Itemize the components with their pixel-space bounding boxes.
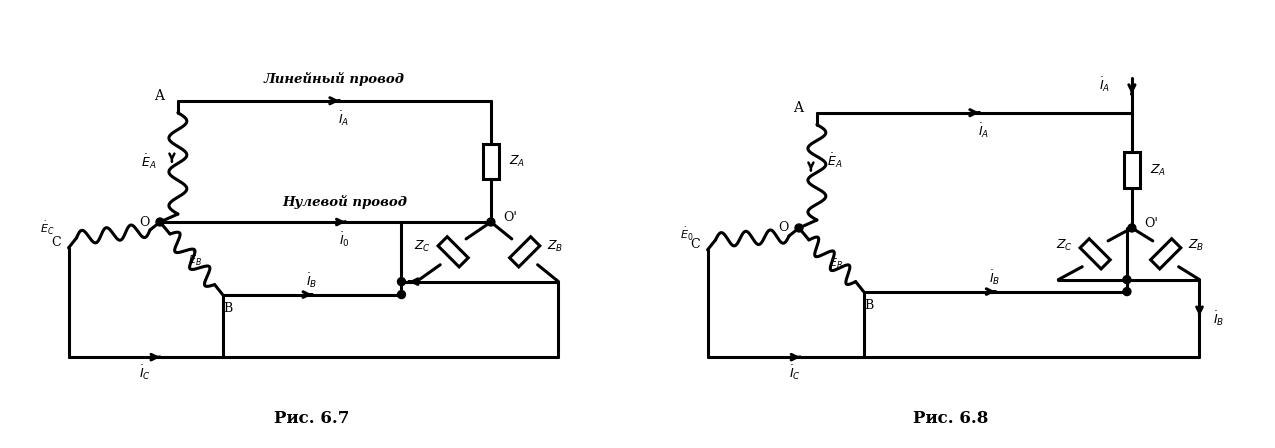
Text: $\dot{I}_B$: $\dot{I}_B$: [989, 268, 1001, 287]
Text: A: A: [793, 101, 803, 115]
Circle shape: [796, 224, 803, 232]
Text: $\dot{E}_C$: $\dot{E}_C$: [40, 220, 55, 237]
Text: $Z_B$: $Z_B$: [547, 239, 562, 254]
Text: Рис. 6.7: Рис. 6.7: [274, 410, 349, 427]
Text: O': O': [502, 211, 516, 224]
Text: Нулевой провод: Нулевой провод: [282, 195, 407, 209]
Text: B: B: [223, 302, 232, 315]
Text: Рис. 6.8: Рис. 6.8: [913, 410, 988, 427]
Bar: [1080, 239, 1111, 269]
Text: $Z_C$: $Z_C$: [414, 239, 431, 254]
Text: $\dot{I}_C$: $\dot{I}_C$: [139, 364, 150, 383]
Circle shape: [1123, 288, 1131, 296]
Bar: [510, 237, 539, 267]
Text: $\dot{I}_A$: $\dot{I}_A$: [1099, 76, 1111, 94]
Text: $Z_B$: $Z_B$: [1187, 238, 1204, 254]
Text: $\dot{I}_B$: $\dot{I}_B$: [306, 271, 317, 290]
Text: C: C: [51, 237, 61, 250]
Text: $Z_A$: $Z_A$: [1150, 163, 1167, 178]
Text: O: O: [779, 221, 789, 234]
Text: $\dot{I}_A$: $\dot{I}_A$: [338, 109, 349, 128]
Circle shape: [398, 278, 405, 286]
Text: $\dot{E}_0$: $\dot{E}_0$: [680, 226, 694, 243]
Text: $\dot{I}_0$: $\dot{I}_0$: [339, 231, 351, 249]
Text: $\dot{I}_C$: $\dot{I}_C$: [789, 364, 801, 383]
Circle shape: [1128, 224, 1136, 232]
Text: $\dot{E}_A$: $\dot{E}_A$: [826, 151, 843, 170]
Circle shape: [156, 218, 164, 226]
Text: $Z_C$: $Z_C$: [1057, 238, 1074, 254]
Bar: [1125, 152, 1140, 188]
Text: $\dot{E}_B$: $\dot{E}_B$: [829, 254, 843, 271]
Bar: [1150, 239, 1181, 269]
Circle shape: [398, 291, 405, 298]
Text: $\dot{I}_A$: $\dot{I}_A$: [978, 121, 989, 140]
Text: O: O: [140, 215, 150, 228]
Text: $\dot{I}_B$: $\dot{I}_B$: [1214, 309, 1225, 328]
Text: Линейный провод: Линейный провод: [264, 72, 404, 86]
Circle shape: [1123, 276, 1131, 284]
Text: $\dot{E}_B$: $\dot{E}_B$: [187, 251, 201, 268]
Text: O': O': [1144, 216, 1158, 229]
Text: C: C: [690, 238, 700, 251]
Bar: [439, 237, 468, 267]
Circle shape: [487, 218, 495, 226]
Text: A: A: [154, 89, 164, 103]
Bar: [483, 143, 499, 179]
Text: $\dot{E}_A$: $\dot{E}_A$: [140, 152, 156, 171]
Text: B: B: [864, 299, 873, 312]
Text: $Z_A$: $Z_A$: [509, 154, 525, 169]
